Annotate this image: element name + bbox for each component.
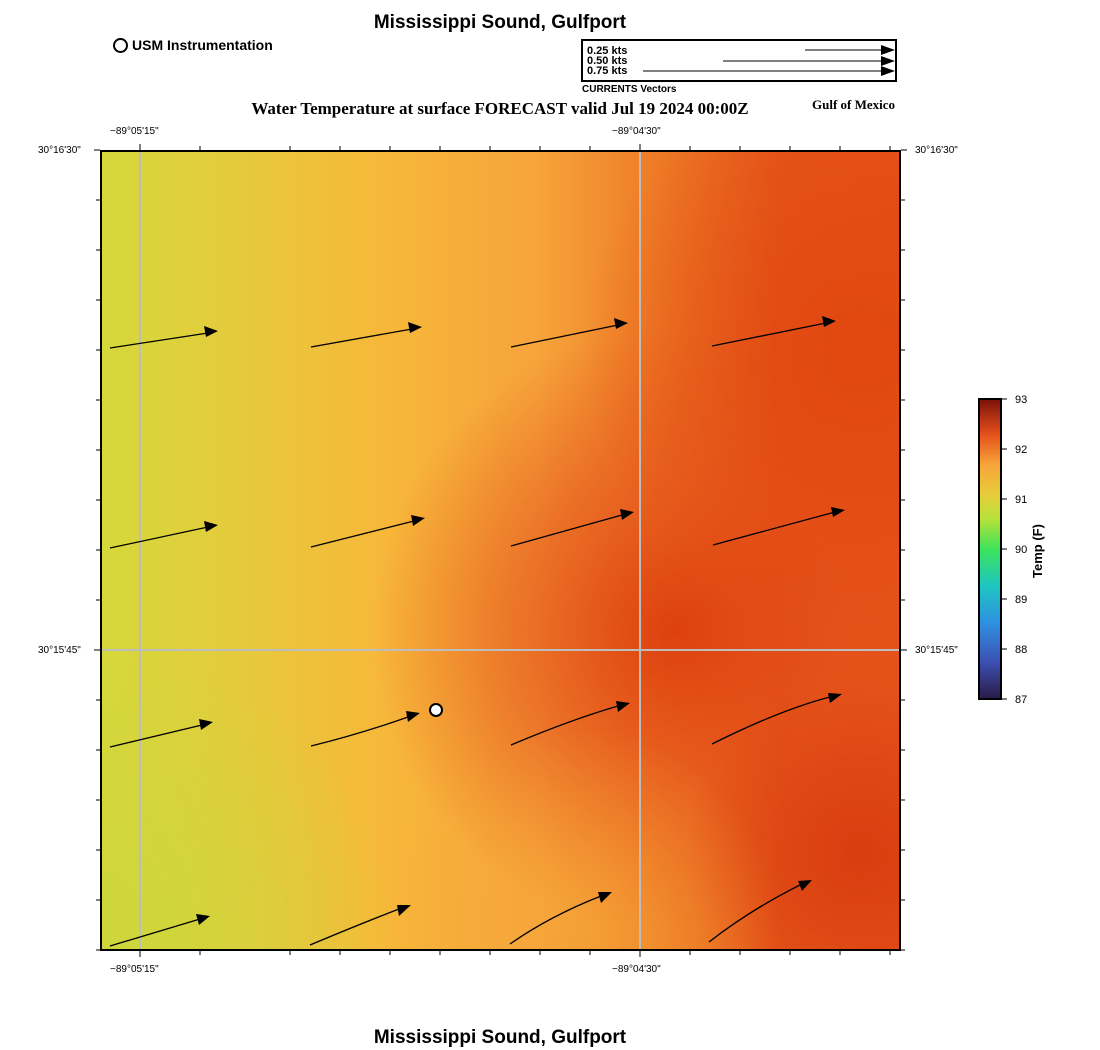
lon-label-top-1: −89°05'15": [110, 126, 159, 137]
colorbar-title: Temp (F): [1030, 524, 1045, 578]
colorbar-tick-88: 88: [1015, 644, 1028, 656]
forecast-title: Water Temperature at surface FORECAST va…: [251, 99, 749, 118]
scale-arrowhead-050-icon: [881, 56, 895, 66]
scale-arrowhead-075-icon: [881, 66, 895, 76]
instrument-legend: USM Instrumentation: [113, 37, 273, 53]
colorbar-tick-92: 92: [1015, 444, 1028, 456]
colorbar-tick-90: 90: [1015, 544, 1028, 556]
colorbar-tick-91: 91: [1015, 494, 1028, 506]
region-label: Gulf of Mexico: [812, 97, 896, 112]
map-frame: [100, 150, 901, 951]
current-vectors: [109, 322, 836, 947]
lat-label-right-2: 30°15'45": [915, 645, 958, 656]
lon-label-bottom-1: −89°05'15": [110, 964, 159, 975]
scale-arrowhead-025-icon: [881, 45, 895, 55]
temperature-colorbar: [978, 398, 1007, 700]
colorbar-tick-89: 89: [1015, 594, 1028, 606]
vector-caption: CURRENTS Vectors: [582, 84, 677, 95]
colorbar-tick-93: 93: [1015, 394, 1028, 406]
colorbar-tick-87: 87: [1015, 694, 1028, 706]
vector-scale-label-025: 0.25 kts: [587, 45, 628, 57]
usm-instrument-marker[interactable]: [429, 703, 443, 717]
colorbar-gradient: [978, 398, 1002, 700]
vector-scale-label-075: 0.75 kts: [587, 65, 628, 77]
vector-scale-arrows: [643, 45, 895, 76]
map-ticks: [94, 144, 907, 957]
instrument-marker-icon: [113, 37, 128, 53]
map-title: Mississippi Sound, Gulfport: [373, 12, 627, 33]
temperature-map: [100, 150, 901, 951]
instrument-legend-label: USM Instrumentation: [132, 37, 273, 53]
lon-label-bottom-2: −89°04'30": [612, 964, 661, 975]
lat-label-right-1: 30°16'30": [915, 145, 958, 156]
lat-label-left-2: 30°15'45": [38, 645, 81, 656]
current-vector-heads: [196, 316, 845, 925]
vector-scale-label-050: 0.50 kts: [587, 55, 628, 67]
footer-title: Mississippi Sound, Gulfport: [373, 1027, 627, 1048]
lat-label-left-1: 30°16'30": [38, 145, 81, 156]
lon-label-top-2: −89°04'30": [612, 126, 661, 137]
vector-scale-legend: 0.25 kts 0.50 kts 0.75 kts: [581, 39, 897, 82]
